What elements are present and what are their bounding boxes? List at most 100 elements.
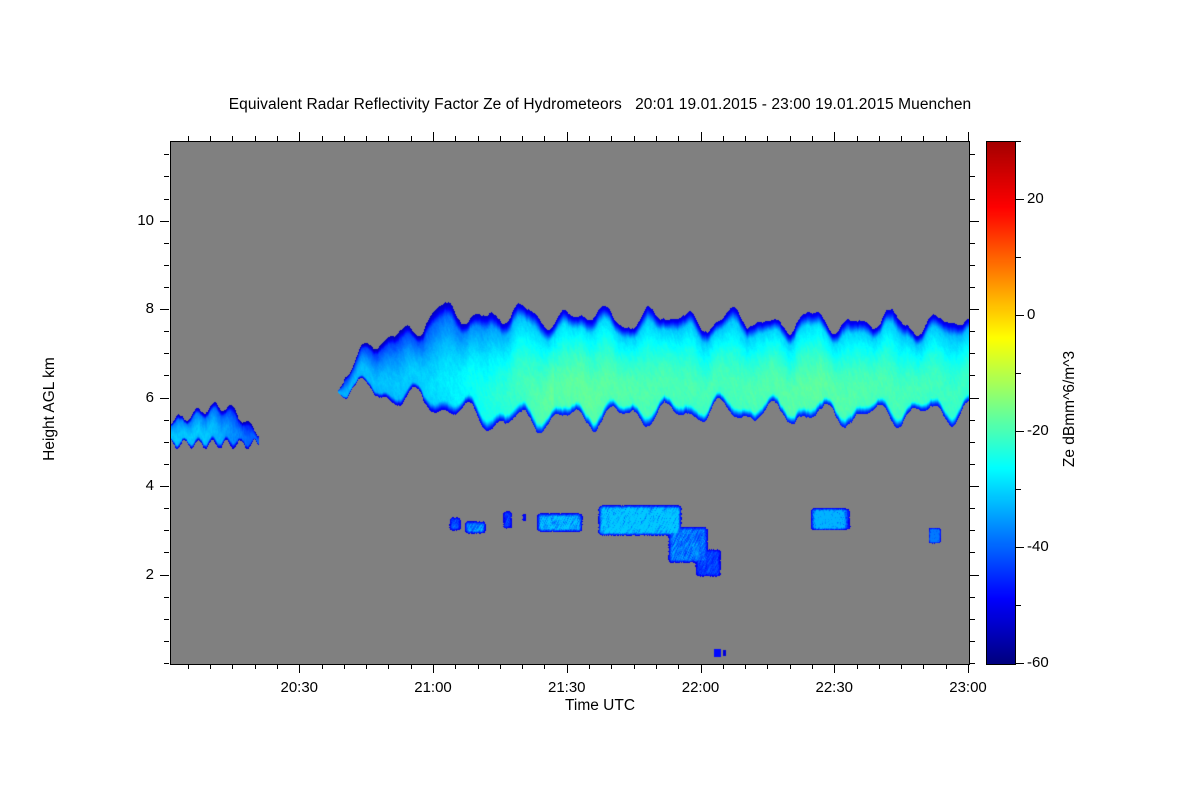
tick-mark [366,664,367,669]
tick-mark [812,136,813,141]
tick-mark [188,136,189,141]
tick-mark [500,136,501,141]
tick-mark [567,132,568,141]
reflectivity-heatmap [171,142,969,664]
tick-mark [160,486,169,487]
tick-mark [970,221,979,222]
tick-mark [255,136,256,141]
tick-mark [970,597,975,598]
tick-label: 22:00 [681,679,720,696]
tick-mark [164,597,169,598]
tick-mark [322,664,323,669]
tick-mark [970,243,975,244]
tick-mark [1016,373,1021,374]
tick-mark [970,331,975,332]
tick-label: -60 [1027,654,1049,671]
tick-mark [970,176,975,177]
tick-mark [701,132,702,141]
tick-mark [790,136,791,141]
tick-mark [567,664,568,673]
tick-mark [210,136,211,141]
tick-label: 8 [145,300,154,318]
tick-mark [500,664,501,669]
tick-mark [656,136,657,141]
tick-mark [388,664,389,669]
tick-mark [160,398,169,399]
tick-mark [164,375,169,376]
tick-mark [656,664,657,669]
tick-mark [970,353,975,354]
tick-mark [767,664,768,669]
tick-mark [1016,605,1021,606]
tick-mark [970,375,975,376]
tick-mark [1016,489,1021,490]
tick-mark [1016,199,1024,200]
tick-mark [164,420,169,421]
tick-mark [188,664,189,669]
tick-mark [946,136,947,141]
tick-mark [164,176,169,177]
tick-mark [970,420,975,421]
tick-mark [366,136,367,141]
tick-label: 10 [137,211,154,229]
colorbar-gradient [987,142,1015,664]
tick-mark [164,353,169,354]
tick-mark [857,136,858,141]
tick-mark [160,309,169,310]
page-title: Equivalent Radar Reflectivity Factor Ze … [228,96,972,113]
tick-mark [745,664,746,669]
tick-mark [232,664,233,669]
tick-mark [164,619,169,620]
tick-mark [277,664,278,669]
tick-mark [970,641,975,642]
tick-mark [970,552,975,553]
tick-mark [164,530,169,531]
tick-mark [589,136,590,141]
tick-mark [164,464,169,465]
tick-mark [701,664,702,673]
plot-area [170,141,970,665]
tick-mark [970,663,975,664]
tick-mark [322,136,323,141]
tick-mark [970,309,979,310]
tick-label: 22:30 [815,679,854,696]
tick-mark [455,136,456,141]
tick-label: 20 [1027,190,1044,207]
tick-mark [678,136,679,141]
tick-mark [970,265,975,266]
tick-mark [611,664,612,669]
tick-mark [970,508,975,509]
colorbar-label: Ze dBmm^6/m^3 [1061,350,1078,468]
tick-mark [946,664,947,669]
tick-mark [611,136,612,141]
tick-mark [723,664,724,669]
tick-mark [455,664,456,669]
tick-mark [164,442,169,443]
tick-mark [790,664,791,669]
tick-label: -40 [1027,538,1049,555]
tick-mark [970,154,975,155]
tick-label: 21:00 [414,679,452,696]
tick-mark [1016,141,1021,142]
tick-mark [923,136,924,141]
tick-mark [164,641,169,642]
tick-label: 4 [145,477,154,495]
tick-mark [299,664,300,673]
tick-mark [970,619,975,620]
y-axis-label: Height AGL km [41,357,58,461]
tick-label: -20 [1027,422,1049,439]
tick-mark [857,664,858,669]
tick-mark [589,664,590,669]
tick-mark [723,136,724,141]
tick-mark [544,664,545,669]
tick-mark [634,136,635,141]
tick-mark [255,664,256,669]
tick-mark [970,464,975,465]
x-axis-label: Time UTC [564,697,636,714]
tick-mark [834,132,835,141]
tick-mark [678,664,679,669]
tick-mark [164,287,169,288]
tick-label: 0 [1027,306,1036,323]
tick-mark [544,136,545,141]
tick-mark [433,664,434,673]
